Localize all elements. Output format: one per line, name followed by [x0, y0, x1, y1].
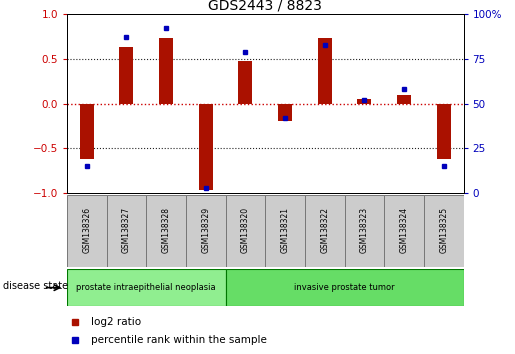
Bar — [437, 104, 451, 159]
Bar — [226, 195, 265, 267]
Text: invasive prostate tumor: invasive prostate tumor — [294, 283, 395, 292]
Bar — [305, 195, 345, 267]
Bar — [67, 195, 107, 267]
Text: GSM138323: GSM138323 — [360, 206, 369, 253]
Text: disease state: disease state — [3, 281, 67, 291]
Bar — [146, 195, 186, 267]
Text: percentile rank within the sample: percentile rank within the sample — [91, 335, 267, 344]
Bar — [119, 47, 133, 104]
Bar — [357, 99, 371, 104]
Bar — [107, 195, 146, 267]
Text: log2 ratio: log2 ratio — [91, 318, 141, 327]
Text: GSM138329: GSM138329 — [201, 206, 210, 253]
Bar — [226, 269, 464, 306]
Bar — [265, 195, 305, 267]
Bar — [186, 195, 226, 267]
Bar — [397, 95, 411, 104]
Bar — [159, 38, 173, 104]
Text: GSM138327: GSM138327 — [122, 206, 131, 253]
Text: GSM138322: GSM138322 — [320, 206, 329, 252]
Text: GSM138325: GSM138325 — [439, 206, 448, 253]
Bar — [238, 61, 252, 104]
Bar — [424, 195, 464, 267]
Text: GSM138320: GSM138320 — [241, 206, 250, 253]
Bar — [199, 104, 213, 190]
Title: GDS2443 / 8823: GDS2443 / 8823 — [208, 0, 322, 13]
Text: GSM138326: GSM138326 — [82, 206, 91, 253]
Bar — [318, 38, 332, 104]
Text: GSM138328: GSM138328 — [162, 206, 170, 252]
Bar — [278, 104, 292, 121]
Text: prostate intraepithelial neoplasia: prostate intraepithelial neoplasia — [76, 283, 216, 292]
Bar — [384, 195, 424, 267]
Bar — [345, 195, 384, 267]
Text: GSM138321: GSM138321 — [281, 206, 289, 252]
Bar — [80, 104, 94, 159]
Bar — [67, 269, 226, 306]
Text: GSM138324: GSM138324 — [400, 206, 408, 253]
